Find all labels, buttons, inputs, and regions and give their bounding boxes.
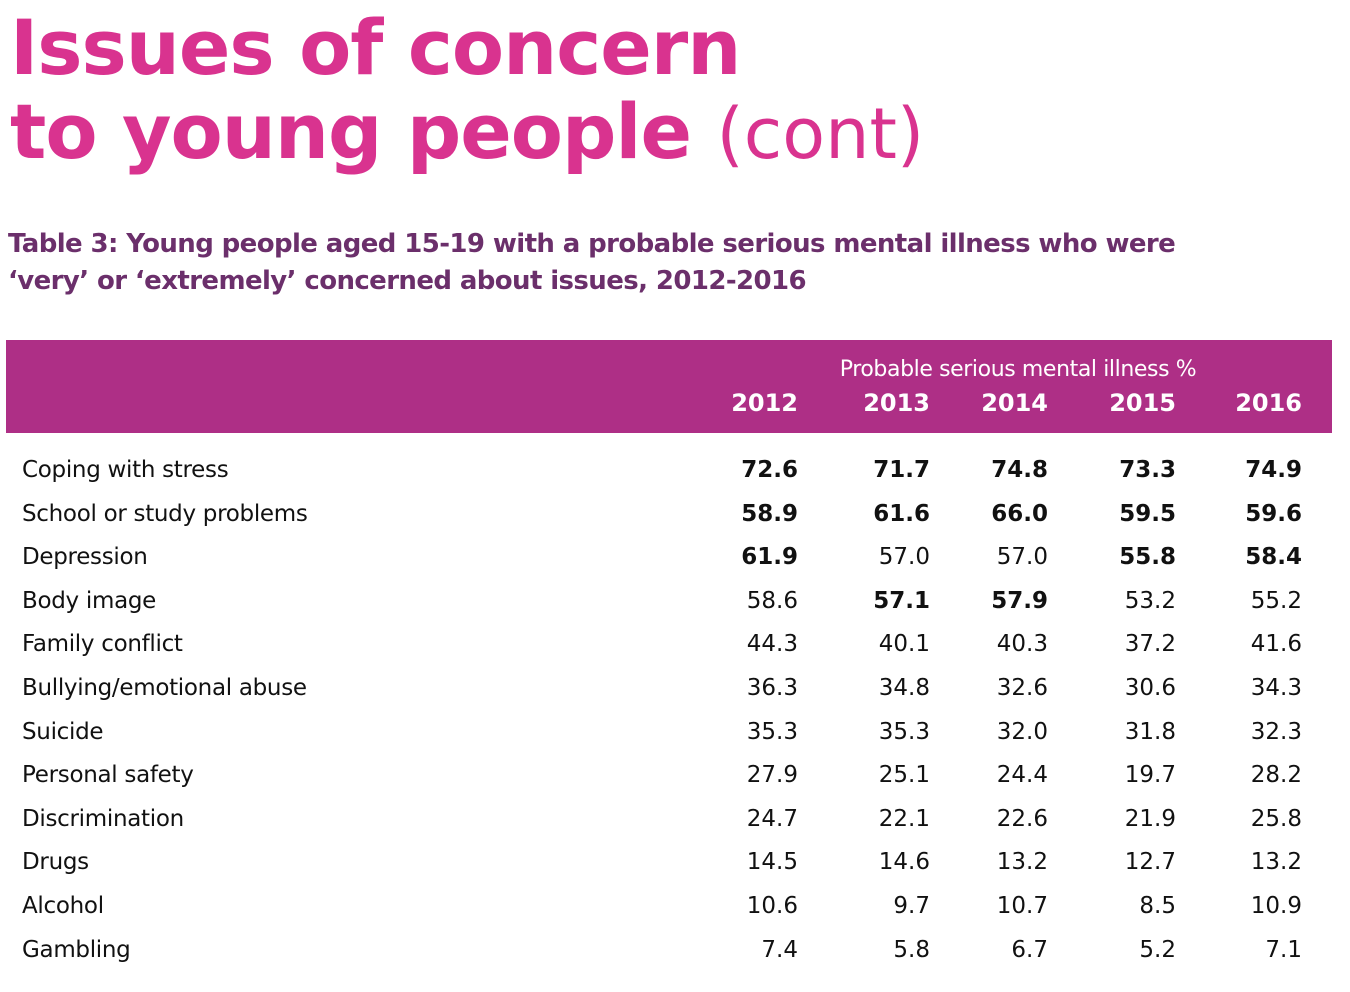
page-title-suffix: (cont)	[716, 93, 925, 175]
table-cell: 9.7	[893, 893, 930, 919]
table-caption: Table 3: Young people aged 15-19 with a …	[8, 226, 1308, 300]
table-cell: 57.0	[996, 544, 1048, 571]
row-label: Discrimination	[22, 805, 184, 832]
table-cell: 21.9	[1124, 805, 1176, 832]
column-header-year: 2015	[1109, 389, 1176, 417]
table-cell: 58.6	[746, 587, 798, 614]
column-header-year: 2013	[863, 389, 930, 417]
table-cell: 58.4	[1245, 544, 1302, 571]
row-label: Depression	[22, 544, 148, 571]
table-cell: 72.6	[741, 457, 798, 483]
table-cell: 35.3	[746, 718, 798, 745]
table-row: Gambling 7.4 5.8 6.7 5.2 7.1	[0, 929, 1350, 973]
table-cell: 44.3	[746, 631, 798, 658]
table-row: School or study problems 58.9 61.6 66.0 59.5…	[0, 493, 1350, 537]
table-cell: 71.7	[873, 457, 930, 483]
table-cell: 22.6	[996, 805, 1048, 832]
table-cell: 24.4	[996, 762, 1048, 789]
table-cell: 61.9	[741, 544, 798, 571]
table-cell: 14.6	[878, 849, 930, 876]
table-cell: 58.9	[741, 500, 798, 527]
table-cell: 7.1	[1265, 936, 1302, 963]
table-cell: 37.2	[1124, 631, 1176, 658]
table-cell: 32.3	[1250, 718, 1302, 745]
row-label: Alcohol	[22, 893, 104, 919]
table-caption-line-1: Table 3: Young people aged 15-19 with a …	[8, 229, 1176, 259]
table-cell: 32.6	[996, 675, 1048, 701]
table-cell: 53.2	[1124, 587, 1176, 614]
page-title-line-1: Issues of concern	[10, 3, 741, 92]
table-cell: 30.6	[1124, 675, 1176, 701]
table-cell: 34.3	[1250, 675, 1302, 701]
table-cell: 57.1	[873, 587, 930, 614]
table-header-band	[6, 340, 1332, 433]
table-row: Coping with stress 72.6 71.7 74.8 73.3 74.9	[0, 449, 1350, 493]
table-cell: 10.6	[746, 893, 798, 919]
table-cell: 61.6	[873, 500, 930, 527]
column-header-year: 2012	[731, 389, 798, 417]
table-cell: 34.8	[878, 675, 930, 701]
table-cell: 13.2	[996, 849, 1048, 876]
table-cell: 25.1	[878, 762, 930, 789]
row-label: Drugs	[22, 849, 89, 876]
table-cell: 22.1	[878, 805, 930, 832]
page-title: Issues of concern to young people (cont)	[10, 6, 924, 176]
table-cell: 40.3	[996, 631, 1048, 658]
table-cell: 31.8	[1124, 718, 1176, 745]
row-label: Suicide	[22, 718, 104, 745]
row-label: Personal safety	[22, 762, 194, 789]
row-label: Bullying/emotional abuse	[22, 675, 307, 701]
table-row: Bullying/emotional abuse 36.3 34.8 32.6 30.6…	[0, 667, 1350, 711]
row-label: Gambling	[22, 936, 131, 963]
table-row: Family conflict 44.3 40.1 40.3 37.2 41.6	[0, 623, 1350, 667]
row-label: Family conflict	[22, 631, 183, 658]
table-cell: 74.8	[991, 457, 1048, 483]
table-cell: 73.3	[1119, 457, 1176, 483]
table-cell: 5.8	[893, 936, 930, 963]
row-label: Body image	[22, 587, 157, 614]
table-row: Suicide 35.3 35.3 32.0 31.8 32.3	[0, 711, 1350, 755]
table-cell: 55.8	[1119, 544, 1176, 571]
table-caption-line-2: ‘very’ or ‘extremely’ concerned about is…	[8, 266, 807, 296]
table-row: Body image 58.6 57.1 57.9 53.2 55.2	[0, 580, 1350, 624]
table-cell: 27.9	[746, 762, 798, 789]
table-row: Personal safety 27.9 25.1 24.4 19.7 28.2	[0, 754, 1350, 798]
table-row: Discrimination 24.7 22.1 22.6 21.9 25.8	[0, 798, 1350, 842]
table-cell: 35.3	[878, 718, 930, 745]
table-cell: 13.2	[1250, 849, 1302, 876]
page-title-line-2: to young people (cont)	[10, 90, 924, 176]
column-header-year: 2016	[1235, 389, 1302, 417]
row-label: School or study problems	[22, 500, 308, 527]
table-cell: 6.7	[1011, 936, 1048, 963]
table-cell: 36.3	[746, 675, 798, 701]
table-cell: 24.7	[746, 805, 798, 832]
table-cell: 19.7	[1124, 762, 1176, 789]
table-cell: 32.0	[996, 718, 1048, 745]
table-cell: 5.2	[1139, 936, 1176, 963]
row-label: Coping with stress	[22, 457, 229, 483]
table-cell: 74.9	[1245, 457, 1302, 483]
table-cell: 28.2	[1250, 762, 1302, 789]
table-cell: 40.1	[878, 631, 930, 658]
table-cell: 57.9	[991, 587, 1048, 614]
table-group-label: Probable serious mental illness %	[839, 357, 1197, 382]
table-cell: 10.7	[996, 893, 1048, 919]
table-cell: 25.8	[1250, 805, 1302, 832]
table-row: Depression 61.9 57.0 57.0 55.8 58.4	[0, 536, 1350, 580]
table-cell: 7.4	[761, 936, 798, 963]
table-cell: 8.5	[1139, 893, 1176, 919]
table-row: Alcohol 10.6 9.7 10.7 8.5 10.9	[0, 885, 1350, 929]
table-cell: 55.2	[1250, 587, 1302, 614]
column-header-year: 2014	[981, 389, 1048, 417]
table-cell: 57.0	[878, 544, 930, 571]
table-cell: 10.9	[1250, 893, 1302, 919]
page-title-line-2-text: to young people	[10, 87, 692, 176]
table-cell: 41.6	[1250, 631, 1302, 658]
table-cell: 12.7	[1124, 849, 1176, 876]
table-cell: 66.0	[991, 500, 1048, 527]
table-cell: 14.5	[746, 849, 798, 876]
table-cell: 59.5	[1119, 500, 1176, 527]
table-cell: 59.6	[1245, 500, 1302, 527]
table-row: Drugs 14.5 14.6 13.2 12.7 13.2	[0, 841, 1350, 885]
